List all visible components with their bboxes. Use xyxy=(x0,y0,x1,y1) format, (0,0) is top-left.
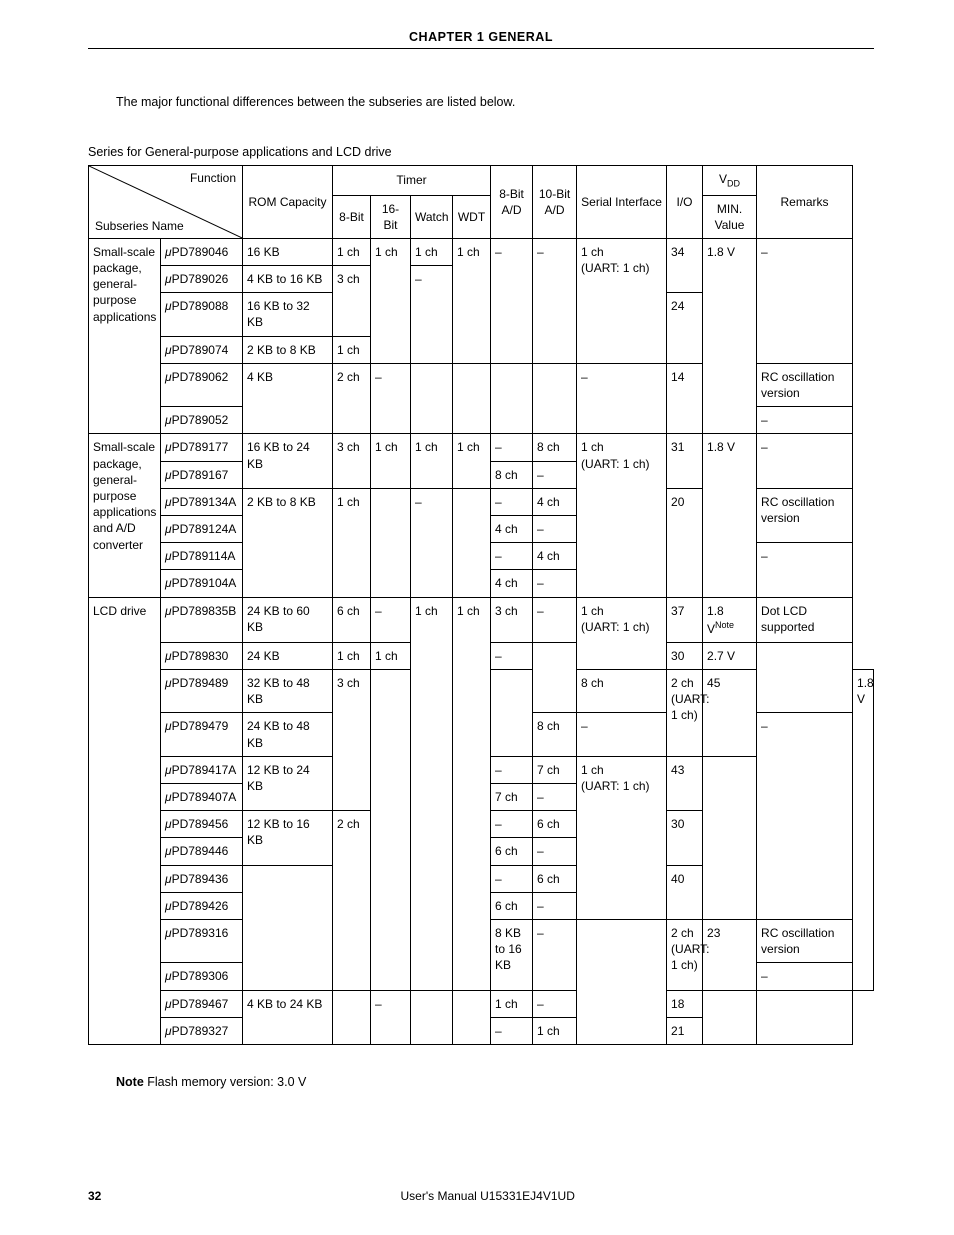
note-line: Note Flash memory version: 3.0 V xyxy=(116,1075,874,1089)
part-cell: μPD789436 xyxy=(161,865,243,892)
part-cell: μPD789104A xyxy=(161,570,243,597)
part-cell: μPD789835B xyxy=(161,597,243,642)
header-timer: Timer xyxy=(333,166,491,196)
part-cell: μPD789456 xyxy=(161,811,243,838)
page-footer: 32 User's Manual U15331EJ4V1UD xyxy=(88,1189,874,1203)
part-cell: μPD789062 xyxy=(161,363,243,406)
table-row: Small-scale package, general-purpose app… xyxy=(89,238,874,265)
header-function: Function xyxy=(190,170,236,186)
part-cell: μPD789167 xyxy=(161,461,243,488)
header-remarks: Remarks xyxy=(757,166,853,239)
manual-id: User's Manual U15331EJ4V1UD xyxy=(400,1189,574,1203)
category-cell: Small-scale package, general-purpose app… xyxy=(89,434,161,597)
table-row: μPD789134A 2 KB to 8 KB 1 ch – – 4 ch 20… xyxy=(89,488,874,515)
part-cell: μPD789417A xyxy=(161,756,243,783)
header-t8: 8-Bit xyxy=(333,195,371,238)
part-cell: μPD789426 xyxy=(161,892,243,919)
part-cell: μPD789306 xyxy=(161,963,243,990)
spec-table: Function Subseries Name ROM Capacity Tim… xyxy=(88,165,874,1045)
header-ad10: 10-Bit A/D xyxy=(533,166,577,239)
note-text: Flash memory version: 3.0 V xyxy=(144,1075,307,1089)
part-cell: μPD789479 xyxy=(161,713,243,756)
page: CHAPTER 1 GENERAL The major functional d… xyxy=(0,0,954,1233)
header-wdt: WDT xyxy=(453,195,491,238)
part-cell: μPD789134A xyxy=(161,488,243,515)
part-cell: μPD789026 xyxy=(161,266,243,293)
part-cell: μPD789407A xyxy=(161,784,243,811)
header-subseries: Subseries Name xyxy=(95,218,184,234)
note-label: Note xyxy=(116,1075,144,1089)
part-cell: μPD789467 xyxy=(161,990,243,1017)
part-cell: μPD789046 xyxy=(161,238,243,265)
part-cell: μPD789489 xyxy=(161,670,243,713)
part-cell: μPD789177 xyxy=(161,434,243,461)
part-cell: μPD789124A xyxy=(161,515,243,542)
category-cell: LCD drive xyxy=(89,597,161,1044)
page-number: 32 xyxy=(88,1189,101,1203)
header-vdd-min: MIN. Value xyxy=(703,195,757,238)
diag-header: Function Subseries Name xyxy=(89,166,243,239)
part-cell: μPD789114A xyxy=(161,543,243,570)
header-rom: ROM Capacity xyxy=(243,166,333,239)
part-cell: μPD789088 xyxy=(161,293,243,336)
part-cell: μPD789074 xyxy=(161,336,243,363)
part-cell: μPD789830 xyxy=(161,642,243,669)
chapter-title: CHAPTER 1 GENERAL xyxy=(88,30,874,48)
part-cell: μPD789052 xyxy=(161,407,243,434)
header-t16: 16-Bit xyxy=(371,195,411,238)
table-row: μPD789467 4 KB to 24 KB – 1 ch – 18 xyxy=(89,990,874,1017)
table-row: Small-scale package, general-purpose app… xyxy=(89,434,874,461)
intro-text: The major functional differences between… xyxy=(116,95,874,109)
header-ad8: 8-Bit A/D xyxy=(491,166,533,239)
table-row: LCD drive μPD789835B 24 KB to 60 KB 6 ch… xyxy=(89,597,874,642)
category-cell: Small-scale package, general-purpose app… xyxy=(89,238,161,434)
part-cell: μPD789316 xyxy=(161,919,243,962)
series-caption: Series for General-purpose applications … xyxy=(88,145,874,159)
header-vdd: VDD xyxy=(703,166,757,196)
header-rule xyxy=(88,48,874,49)
part-cell: μPD789327 xyxy=(161,1017,243,1044)
header-io: I/O xyxy=(667,166,703,239)
header-serial: Serial Interface xyxy=(577,166,667,239)
table-row: μPD789062 4 KB 2 ch – – 14 RC oscillatio… xyxy=(89,363,874,406)
header-watch: Watch xyxy=(411,195,453,238)
part-cell: μPD789446 xyxy=(161,838,243,865)
